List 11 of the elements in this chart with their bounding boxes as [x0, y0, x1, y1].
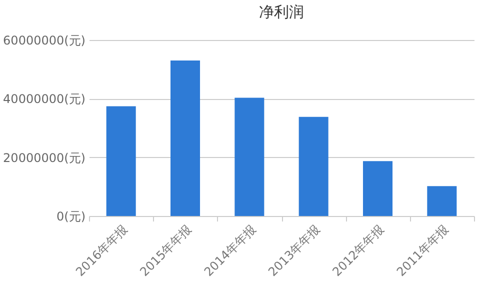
y-tick-label: 20000000(元): [3, 150, 86, 165]
bar: [427, 186, 457, 216]
y-tick-label: 40000000(元): [3, 92, 86, 106]
y-tick-label: 0(元): [56, 210, 86, 224]
bar: [298, 116, 328, 216]
bar: [106, 106, 136, 216]
bar: [362, 161, 393, 216]
bar: [170, 60, 200, 216]
chart-title: 净利润: [259, 3, 304, 21]
y-tick-label: 60000000(元): [3, 34, 86, 48]
bar: [234, 98, 264, 216]
